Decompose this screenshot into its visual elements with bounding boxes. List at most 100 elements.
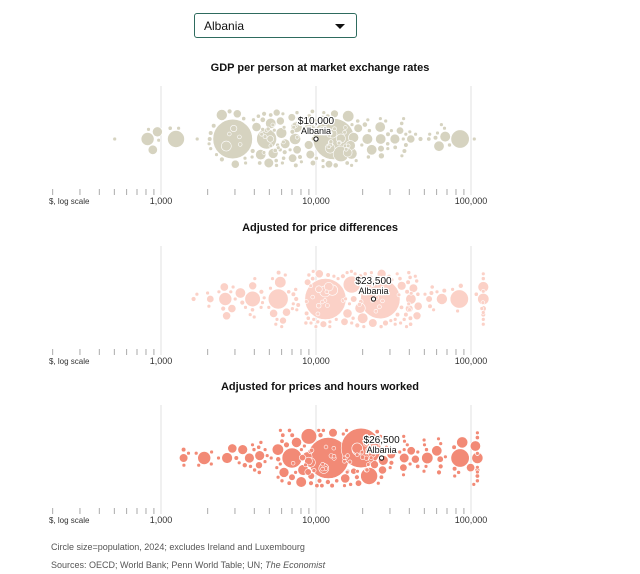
country-bubble [304,140,314,150]
country-bubble [354,474,360,480]
country-bubble [376,268,387,279]
country-bubble [250,442,255,447]
country-bubble [376,481,381,486]
country-bubble [348,482,353,487]
country-bubble [299,447,304,452]
country-bubble [274,163,279,168]
country-select[interactable]: Albania [194,13,357,38]
country-bubble [260,127,266,132]
country-bubble [368,274,374,280]
country-bubble [344,428,349,433]
country-bubble [415,291,421,297]
country-bubble [300,428,318,445]
country-bubble [342,483,347,488]
country-bubble [112,136,117,142]
x-axis-label: $, log scale [49,516,90,525]
country-bubble [273,322,278,327]
country-bubble [395,271,400,276]
country-bubble [374,429,380,435]
country-bubble [331,274,337,279]
country-bubble [294,110,300,115]
country-bubble [472,136,477,142]
country-bubble [306,113,312,119]
country-bubble [232,109,242,119]
country-bubble [361,324,366,329]
country-bubble [349,163,354,168]
country-bubble [422,292,428,297]
country-bubble [272,108,281,117]
country-bubble [176,125,181,131]
country-bubble [399,452,410,464]
country-bubble [319,483,325,489]
country-bubble [248,281,257,291]
country-bubble [320,299,325,305]
country-bubble [451,444,457,450]
country-bubble [388,318,393,323]
country-bubble [362,271,368,277]
x-tick-label: 1,000 [150,515,173,525]
country-bubble [274,465,279,470]
country-bubble [320,164,326,169]
country-bubble [216,289,222,294]
country-bubble [234,287,246,299]
country-bubble [392,144,398,150]
country-bubble [431,445,443,457]
x-tick-label: 1,000 [150,356,173,366]
country-bubble [316,303,322,309]
country-bubble [293,287,299,292]
country-bubble [415,463,421,469]
country-bubble [281,155,286,161]
country-bubble [355,118,361,124]
country-bubble [238,142,243,147]
country-bubble [474,473,480,479]
country-bubble [320,115,325,120]
country-bubble [195,136,200,142]
country-bubble [340,273,346,279]
country-bubble [382,319,389,327]
country-bubble [282,149,288,155]
x-tick-label: 10,000 [302,356,330,366]
country-bubble [331,446,336,451]
country-bubble [208,130,214,136]
country-bubble [413,274,418,279]
country-bubble [407,307,412,312]
country-bubble [286,480,292,486]
country-bubble [233,296,238,302]
country-bubble [349,269,354,274]
country-bubble [283,441,290,448]
country-bubble [326,133,332,138]
country-bubble [373,309,379,314]
country-bubble [436,436,441,441]
x-tick-label: 100,000 [455,356,488,366]
country-bubble [268,286,273,291]
country-bubble [429,284,435,290]
panel-title: Adjusted for prices and hours worked [221,381,419,393]
highlight-marker [370,296,377,302]
country-bubble [405,279,411,285]
country-bubble [389,277,395,282]
country-bubble [408,321,413,327]
country-bubble [311,269,316,274]
country-bubble [314,155,319,161]
country-bubble [209,449,214,455]
country-bubble [375,133,387,145]
country-bubble [326,144,331,150]
country-bubble [316,478,323,484]
country-bubble [369,455,374,460]
country-bubble [251,117,256,123]
country-bubble [167,125,173,131]
country-bubble [241,116,247,121]
country-bubble [408,283,419,293]
country-bubble [254,450,265,461]
country-bubble [255,113,261,119]
country-bubble [359,449,365,455]
country-bubble [250,307,255,313]
country-bubble [244,452,255,464]
country-bubble [291,301,296,306]
country-bubble [432,135,439,141]
country-bubble [211,123,217,129]
country-bubble [330,109,339,119]
country-bubble [197,451,211,465]
country-bubble [342,110,355,123]
country-bubble [319,126,324,131]
